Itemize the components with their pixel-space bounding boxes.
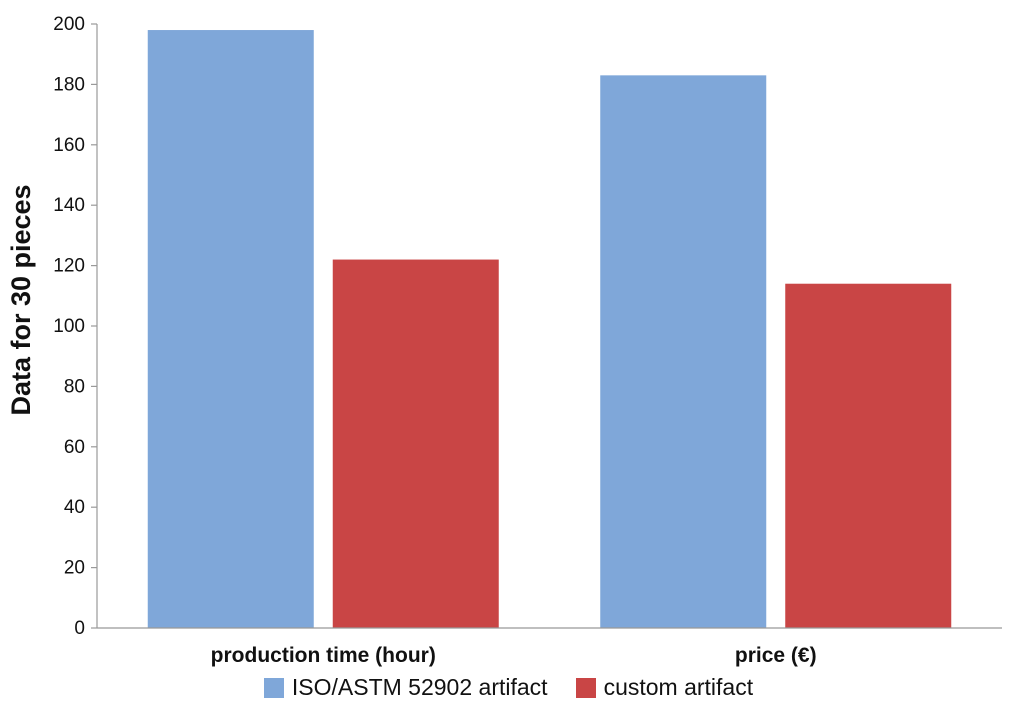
x-axis: production time (hour) price (€)	[97, 627, 1002, 667]
x-tick-label: price (€)	[735, 644, 817, 667]
y-tick-label: 140	[53, 195, 85, 216]
bar-custom-1	[785, 283, 952, 628]
bar-custom-0	[332, 259, 499, 628]
y-tick-label: 100	[53, 316, 85, 337]
bar-iso-1	[600, 75, 767, 629]
y-tick-label: 0	[74, 618, 85, 639]
y-tick-label: 80	[64, 376, 85, 397]
y-tick-label: 180	[53, 74, 85, 95]
y-tick-label: 160	[53, 135, 85, 156]
y-tick-label: 40	[64, 497, 85, 518]
legend-label-iso: ISO/ASTM 52902 artifact	[291, 674, 548, 700]
y-axis: 0 20 40 60 80 100 120 140 160 180 200	[53, 14, 98, 639]
y-tick-label: 120	[53, 256, 85, 277]
legend-item-custom: custom artifact	[575, 674, 754, 701]
bar-iso-0	[147, 30, 314, 629]
legend-swatch-custom	[575, 677, 596, 698]
y-tick-label: 60	[64, 437, 85, 458]
bars	[147, 30, 952, 629]
y-tick-label: 200	[53, 14, 85, 35]
legend: ISO/ASTM 52902 artifact custom artifact	[0, 674, 1017, 701]
legend-swatch-iso	[263, 677, 284, 698]
legend-label-custom: custom artifact	[603, 674, 754, 700]
legend-item-iso: ISO/ASTM 52902 artifact	[263, 674, 548, 701]
y-tick-label: 20	[64, 558, 85, 579]
x-tick-label: production time (hour)	[211, 644, 436, 667]
y-axis-label: Data for 30 pieces	[6, 184, 36, 415]
